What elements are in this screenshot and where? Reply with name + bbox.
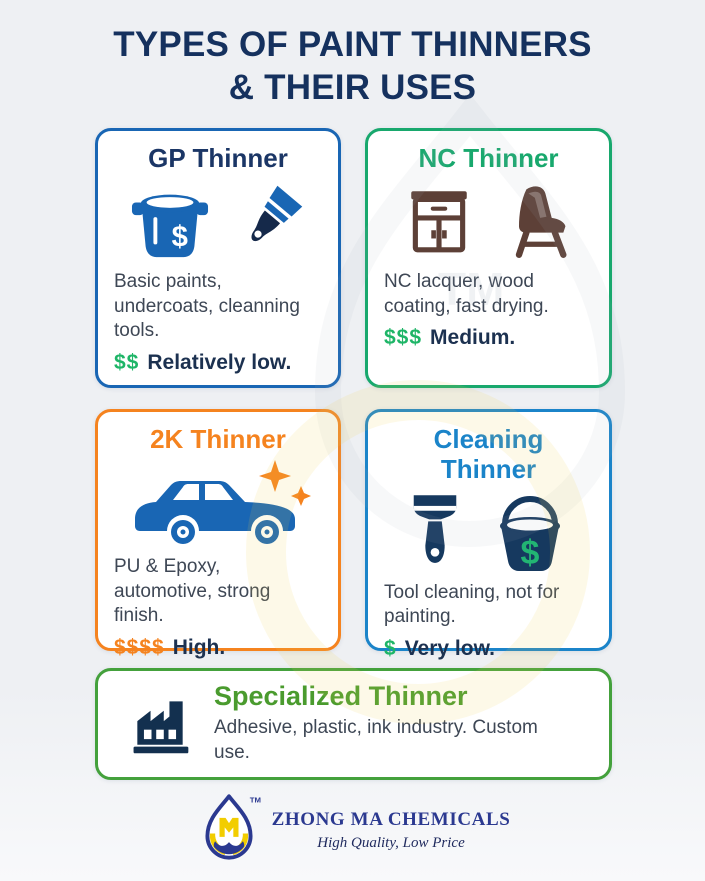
nc-price-symbols: $$$	[384, 326, 423, 350]
card-gp-thinner: GP Thinner $ Basic paints, underco	[95, 128, 341, 388]
chair-icon	[515, 186, 566, 258]
page-title-line-1: TYPES OF PAINT THINNERS	[113, 25, 592, 64]
gp-price-label: Relatively low.	[147, 350, 292, 374]
2k-price-label: High.	[172, 635, 226, 659]
2k-price-symbols: $$$$	[114, 635, 165, 659]
cleaning-icon-row: $	[384, 487, 593, 577]
specialized-text-block: Specialized Thinner Adhesive, plastic, i…	[214, 682, 593, 765]
brand-name: ZHONG MA CHEMICALS	[271, 808, 511, 830]
2k-icon-row	[114, 457, 322, 553]
page-title: TYPES OF PAINT THINNERS & THEIR USES	[0, 24, 705, 109]
car-icon	[135, 459, 311, 544]
nc-card-title: NC Thinner	[418, 143, 559, 173]
gp-card-description: Basic paints, undercoats, cleanning tool…	[114, 270, 300, 342]
sparkles-icon	[259, 459, 311, 506]
factory-icon	[133, 701, 189, 754]
bucket-dollar-glyph: $	[172, 221, 188, 253]
cleaning-price-symbols: $	[384, 637, 397, 661]
gp-price-symbols: $$	[114, 350, 140, 374]
gp-card-title: GP Thinner	[148, 143, 288, 173]
zhongma-logo: TM	[205, 794, 261, 860]
gp-icon-row: $	[114, 176, 322, 266]
gp-price-line: $$ Relatively low.	[114, 351, 322, 375]
logo-tm-mark: TM	[249, 795, 260, 804]
2k-price-line: $$$$ High.	[114, 636, 322, 660]
specialized-card-description: Adhesive, plastic, ink industry. Custom …	[214, 717, 538, 763]
cleaning-card-description: Tool cleaning, not for painting.	[384, 581, 560, 628]
card-nc-thinner: NC Thinner NC lacquer, wood coating, fas…	[365, 128, 612, 388]
nc-icon-row	[384, 176, 593, 266]
money-bucket-icon: $	[499, 495, 560, 572]
cleaning-price-line: $ Very low.	[384, 637, 593, 661]
bucket-dollar-glyph: $	[520, 534, 539, 572]
nc-price-label: Medium.	[430, 326, 516, 350]
card-specialized-thinner: Specialized Thinner Adhesive, plastic, i…	[95, 668, 612, 780]
cleaning-price-label: Very low.	[404, 637, 495, 661]
nc-price-line: $$$ Medium.	[384, 326, 593, 350]
specialized-card-title: Specialized Thinner	[214, 681, 468, 712]
nc-card-description: NC lacquer, wood coating, fast drying.	[384, 270, 549, 317]
card-cleaning-thinner: Cleaning Thinner $ Tool cleaning, not fo…	[365, 409, 612, 660]
card-2k-thinner: 2K Thinner PU & Epoxy, automotive, stron…	[95, 409, 341, 659]
2k-card-description: PU & Epoxy, automotive, strong finish.	[114, 555, 271, 627]
2k-card-title: 2K Thinner	[150, 424, 286, 454]
paint-brush-icon	[251, 185, 303, 241]
brand-text-block: ZHONG MA CHEMICALS High Quality, Low Pri…	[272, 809, 511, 852]
cleaning-card-title: Cleaning Thinner	[433, 424, 544, 484]
paint-bucket-icon: $	[131, 194, 209, 257]
scraper-brush-icon	[413, 495, 456, 563]
cabinet-icon	[410, 191, 467, 253]
footer-brand: TM ZHONG MA CHEMICALS High Quality, Low …	[0, 792, 705, 868]
page-title-line-2: & THEIR USES	[228, 67, 477, 107]
brand-tagline: High Quality, Low Price	[317, 834, 465, 851]
